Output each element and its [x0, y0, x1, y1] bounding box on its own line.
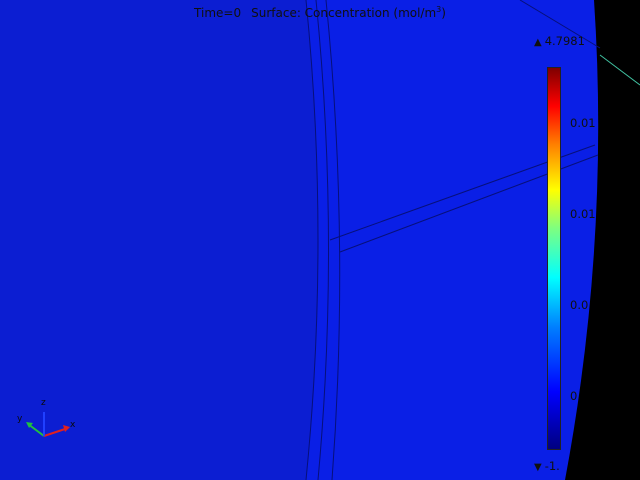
- colorbar: [547, 67, 561, 450]
- z-axis-label: z: [41, 398, 46, 408]
- y-axis-arrowhead: [26, 422, 33, 428]
- inner-domain[interactable]: [0, 0, 318, 480]
- x-axis-arrow: [43, 427, 69, 437]
- y-axis-arrow: [27, 423, 45, 437]
- boundary-edge-1: [305, 0, 319, 480]
- colorbar-tick: 0.01: [570, 116, 596, 130]
- colorbar-max-value: 4.7981: [544, 34, 585, 48]
- outline-edge: [599, 54, 640, 86]
- triangle-down-icon: ▼: [534, 462, 542, 473]
- x-axis-arrowhead: [63, 425, 70, 432]
- x-axis-label: x: [70, 420, 76, 430]
- boundary-edge-2: [315, 0, 329, 480]
- colorbar-tick: 0.0: [570, 298, 589, 312]
- axis-triad: [26, 412, 70, 437]
- colorbar-tick: 0.01: [570, 207, 596, 221]
- boundary-edge-3: [325, 0, 341, 480]
- colorbar-min: ▼ -1.: [534, 459, 560, 473]
- top-edge: [519, 0, 601, 49]
- colorbar-tick: 0: [570, 389, 578, 403]
- y-axis-label: y: [17, 414, 23, 424]
- triangle-up-icon: ▲: [534, 37, 542, 48]
- colorbar-max: ▲ 4.7981: [534, 34, 585, 48]
- colorbar-min-value: -1.: [544, 459, 560, 473]
